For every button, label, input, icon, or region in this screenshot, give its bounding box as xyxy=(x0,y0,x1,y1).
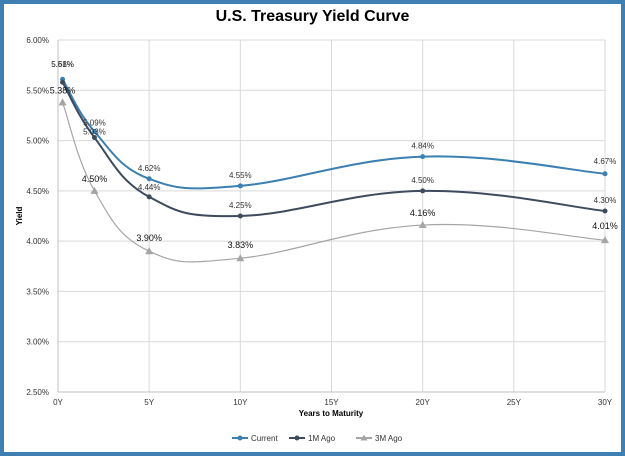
data-label: 3.83% xyxy=(228,240,254,250)
x-tick-label: 25Y xyxy=(507,398,522,407)
legend-label: 3M Ago xyxy=(375,434,403,443)
x-tick-label: 5Y xyxy=(144,398,154,407)
data-label: 5.61% xyxy=(51,60,74,69)
x-tick-label: 30Y xyxy=(598,398,613,407)
data-point xyxy=(418,221,427,229)
data-point xyxy=(237,183,243,189)
y-tick-label: 6.00% xyxy=(26,36,49,45)
data-label: 5.09% xyxy=(83,119,106,128)
data-label: 4.55% xyxy=(229,171,252,180)
data-point xyxy=(237,213,243,219)
data-point xyxy=(91,129,97,135)
data-point xyxy=(420,188,426,194)
legend-marker xyxy=(294,435,300,441)
x-axis-label: Years to Maturity xyxy=(299,409,364,418)
data-point xyxy=(60,79,66,85)
y-tick-label: 5.00% xyxy=(26,137,49,146)
series-line-1m-ago xyxy=(61,81,606,218)
data-point xyxy=(420,154,426,160)
data-point xyxy=(145,247,154,255)
data-point xyxy=(146,176,152,182)
legend: Current 1M Ago 3M Ago xyxy=(232,434,403,443)
data-label: 5.58% xyxy=(51,60,74,69)
y-axis-label: Yield xyxy=(15,206,24,225)
x-tick-label: 0Y xyxy=(53,398,63,407)
data-label: 4.44% xyxy=(138,183,161,192)
data-label: 4.50% xyxy=(82,174,108,184)
legend-label: 1M Ago xyxy=(308,434,336,443)
data-label: 4.25% xyxy=(229,201,252,210)
data-label: 3.90% xyxy=(136,233,162,243)
y-tick-label: 4.00% xyxy=(26,237,49,246)
legend-marker xyxy=(360,434,368,441)
data-point xyxy=(58,98,67,106)
data-label: 4.16% xyxy=(410,208,436,218)
chart-title: U.S. Treasury Yield Curve xyxy=(215,8,410,25)
legend-marker xyxy=(237,435,243,441)
x-tick-label: 10Y xyxy=(233,398,248,407)
data-point xyxy=(602,171,608,177)
y-tick-label: 3.00% xyxy=(26,338,49,347)
y-tick-label: 4.50% xyxy=(26,187,49,196)
data-point xyxy=(146,194,152,200)
data-label: 4.67% xyxy=(594,157,617,166)
data-label: 5.38% xyxy=(50,85,76,95)
x-tick-label: 15Y xyxy=(324,398,339,407)
data-label: 4.01% xyxy=(592,221,618,231)
data-label: 4.62% xyxy=(138,164,161,173)
data-point xyxy=(90,186,99,194)
data-label: 4.84% xyxy=(411,142,434,151)
data-labels: 5.61% 5.09% 4.62% 4.55% 4.84% 4.67% 5.58% 5.03%… xyxy=(50,60,618,250)
data-point xyxy=(91,135,97,141)
legend-label: Current xyxy=(251,434,278,443)
grid xyxy=(57,39,606,393)
data-label: 4.50% xyxy=(411,176,434,185)
series-layer xyxy=(58,76,609,263)
x-tick-label: 20Y xyxy=(416,398,431,407)
data-label: 5.03% xyxy=(83,128,106,137)
data-point xyxy=(602,208,608,214)
data-label: 4.30% xyxy=(594,196,617,205)
data-point xyxy=(236,254,245,262)
y-tick-label: 3.50% xyxy=(26,287,49,296)
axes: 2.50% 3.00% 3.50% 4.00% 4.50% 5.00% 5.50% 6.00%… xyxy=(26,36,612,407)
y-tick-label: 5.50% xyxy=(26,86,49,95)
y-tick-label: 2.50% xyxy=(26,388,49,397)
data-point xyxy=(601,236,609,244)
